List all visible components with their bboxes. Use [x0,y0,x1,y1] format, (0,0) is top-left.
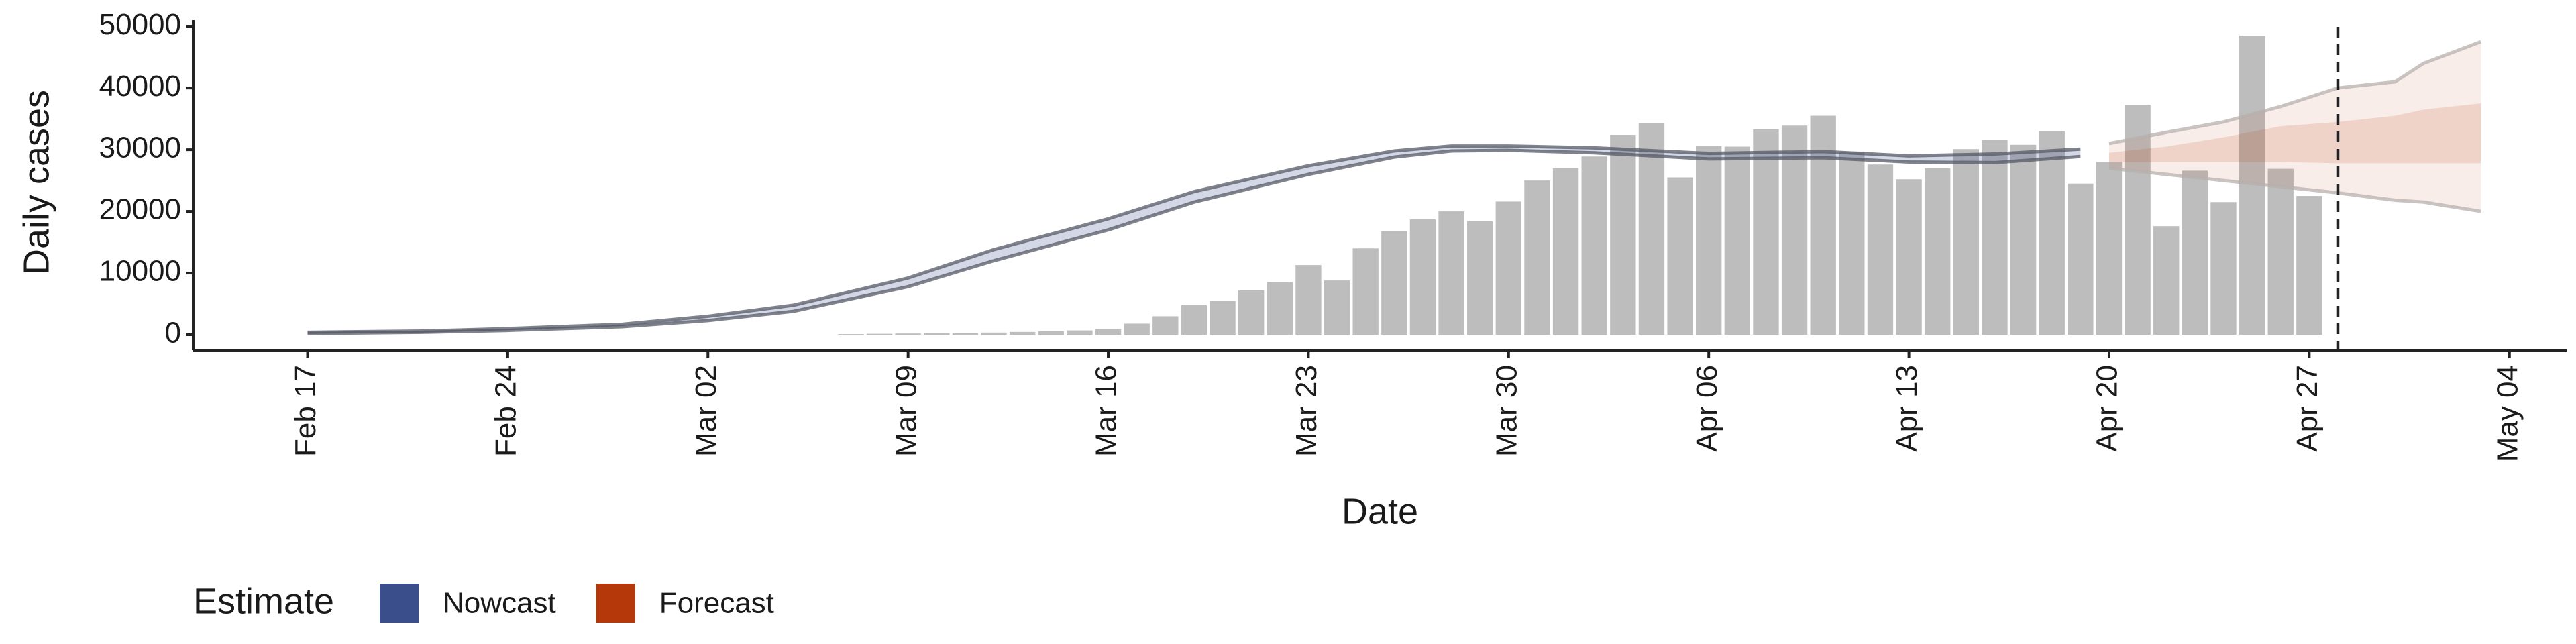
y-tick-label: 10000 [99,255,181,288]
x-axis-title: Date [1342,491,1418,531]
x-tick-label: Mar 02 [690,365,722,457]
x-tick-label: Feb 17 [289,365,322,457]
bar [866,333,893,335]
y-tick-label: 30000 [99,131,181,164]
band-lower-line [2108,166,2481,213]
bar [1324,280,1350,335]
bar [952,333,979,335]
x-tick-label: Apr 13 [1890,365,1923,452]
bar [1181,305,1208,335]
bar [1152,316,1179,335]
bar [1753,129,1779,335]
band-upper-line [2108,40,2482,146]
bar [1839,151,1865,335]
x-tick-label: Apr 27 [2291,365,2324,452]
bar [1581,156,1607,335]
legend-swatch [380,584,419,623]
x-tick-label: Apr 20 [2091,365,2124,452]
legend-label: Nowcast [443,587,556,620]
x-tick-label: Mar 23 [1290,365,1323,457]
bar [1896,179,1922,335]
bar [1610,135,1636,335]
legend-swatch [596,584,635,623]
bar [1238,290,1265,335]
band-upper-line [307,144,2081,334]
bar [1810,115,1836,335]
bar [1295,265,1322,335]
y-tick-label: 40000 [99,70,181,103]
bar [1781,125,1808,335]
bar [838,334,864,335]
bar [1409,219,1436,335]
bar [2096,162,2123,335]
bar [1667,177,1693,335]
x-tick-label: Mar 30 [1490,365,1523,457]
bar [1352,248,1379,335]
bar [1210,301,1236,335]
bar [2010,144,2037,335]
legend-title: Estimate [193,581,334,621]
band-inner [2108,103,2481,164]
x-tick-label: Feb 24 [490,365,523,457]
bar [1038,331,1064,335]
bar [1467,221,1493,335]
bar [1724,146,1751,335]
bar [1267,282,1293,335]
bar [2068,183,2094,335]
bar [2125,104,2151,335]
bar [2153,226,2180,335]
bar [2182,170,2208,335]
bar [2039,131,2065,335]
bar [1381,231,1407,335]
band-lower-line [307,148,2081,335]
bar [1982,140,2008,335]
bar [924,333,950,335]
bar [1124,323,1150,335]
bar [1552,168,1579,335]
bar [2296,196,2322,335]
bar [895,333,921,335]
bar [1953,149,1980,335]
bar [2267,168,2294,335]
y-tick-label: 20000 [99,193,181,226]
x-tick-label: May 04 [2491,365,2524,462]
bar [1067,330,1093,335]
x-tick-label: Mar 09 [890,365,922,457]
y-tick-label: 0 [165,317,181,350]
bar [1009,331,1036,335]
legend-label: Forecast [659,587,774,620]
y-axis-title: Daily cases [16,90,56,275]
bar [1925,168,1951,335]
bar [1438,211,1464,335]
x-tick-label: Apr 06 [1690,365,1723,452]
bar [1696,146,1722,335]
y-tick-label: 50000 [99,8,181,41]
bar [1638,123,1665,335]
bar [1867,164,1894,335]
bar [2210,202,2237,335]
bar [981,332,1007,335]
x-tick-label: Mar 16 [1090,365,1123,457]
bar [1095,329,1122,335]
bar [1524,180,1550,335]
bar [1495,201,1522,335]
